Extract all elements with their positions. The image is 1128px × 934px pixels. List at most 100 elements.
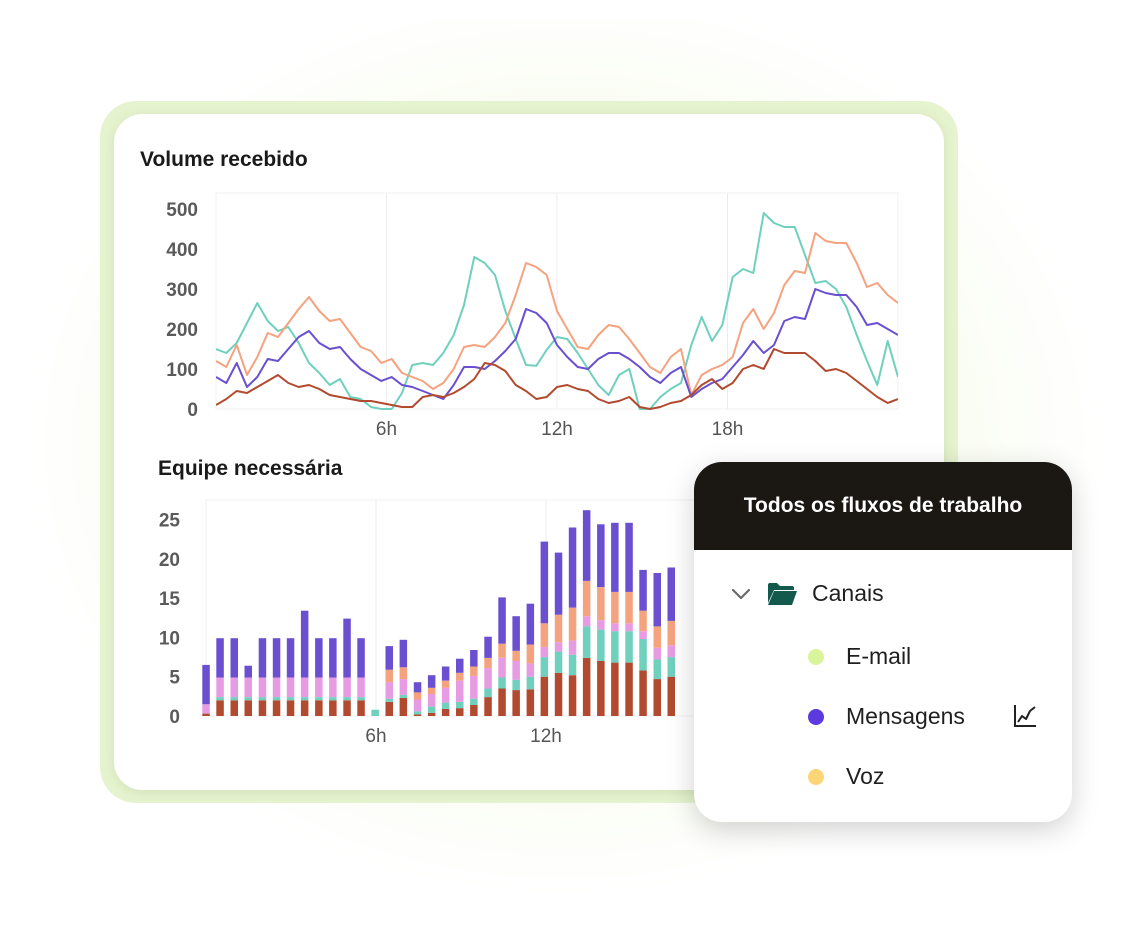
bar-segment-rust (413, 714, 422, 716)
tree-item-voz[interactable]: Voz (808, 763, 884, 790)
bar-segment-salmon (512, 650, 520, 661)
bar-segment-pink (512, 661, 520, 680)
bar-segment-teal (385, 698, 393, 702)
tree-item-mensagens[interactable]: Mensagens (808, 703, 1038, 730)
series-line-rust (216, 348, 898, 410)
bar-segment-teal (371, 709, 379, 716)
bar-segment-pink (286, 677, 295, 698)
tree-item-label: Mensagens (846, 703, 965, 729)
bar-segment-pink (202, 704, 210, 714)
bar-segment-salmon (653, 626, 661, 648)
bar-segment-pink (582, 616, 591, 627)
bar-segment-rust (272, 700, 281, 716)
y-tick-label: 500 (166, 200, 198, 221)
bar-segment-purple (484, 636, 492, 658)
staff-bar-chart: 6h 12h 0 5 10 15 20 25 (159, 499, 720, 747)
bar-segment-salmon (385, 669, 393, 683)
bar-segment-teal (639, 639, 647, 671)
popup-header: Todos os fluxos de trabalho (694, 462, 1072, 550)
bar-segment-teal (329, 697, 337, 701)
bar-segment-pink (427, 694, 436, 707)
bar-segment-teal (484, 688, 492, 698)
bar-segment-pink (385, 682, 393, 699)
bar-segment-pink (625, 623, 633, 632)
bar-segment-pink (272, 677, 281, 698)
plot-area (205, 499, 720, 717)
bar-segment-pink (526, 663, 535, 677)
x-tick-label: 6h (376, 419, 397, 440)
bar-segment-teal (554, 651, 563, 673)
volume-chart-title: Volume recebido (140, 148, 308, 171)
bar-segment-rust (357, 700, 365, 716)
bar-segment-purple (399, 639, 408, 668)
bar-segment-pink (653, 647, 661, 660)
y-tick-label: 0 (187, 400, 198, 421)
bar-segment-pink (667, 645, 675, 658)
bar-segment-rust (244, 700, 252, 716)
tree-item-email[interactable]: E-mail (808, 643, 911, 670)
mensagens-color-dot (808, 708, 824, 725)
bar-segment-pink (456, 680, 464, 702)
tree-folder-canais[interactable]: Canais (730, 580, 884, 607)
tree-item-label: Voz (846, 763, 885, 789)
bar-segment-teal (258, 697, 267, 701)
x-tick-label: 12h (530, 726, 562, 747)
x-tick-label: 18h (712, 419, 744, 440)
bar-segment-rust (216, 700, 224, 716)
bar-segment-rust (667, 676, 675, 716)
bar-segment-purple (216, 638, 224, 678)
bar-segment-salmon (526, 644, 535, 664)
bar-segment-rust (498, 688, 506, 716)
bar-segment-purple (568, 527, 577, 608)
bar-segment-salmon (427, 687, 436, 694)
bar-segment-teal (653, 659, 661, 679)
y-tick-label: 200 (166, 320, 198, 341)
x-tick-label: 12h (541, 419, 573, 440)
bar-segment-salmon (498, 643, 506, 658)
chevron-down-icon[interactable] (730, 583, 752, 605)
email-color-dot (808, 648, 824, 665)
bar-segment-pink (484, 668, 492, 689)
bar-segment-purple (329, 638, 337, 678)
bar-segment-purple (300, 610, 309, 678)
bar-segment-pink (357, 677, 365, 698)
bar-segment-purple (512, 616, 520, 651)
bar-segment-pink (258, 677, 267, 698)
bar-segment-purple (625, 522, 633, 592)
bar-segment-teal (526, 676, 535, 690)
bar-segment-salmon (399, 667, 408, 680)
bar-segment-rust (470, 705, 478, 716)
bar-segment-teal (597, 629, 605, 661)
bar-segment-rust (441, 708, 450, 716)
bar-segment-teal (540, 657, 549, 677)
bar-segment-rust (427, 712, 436, 716)
series-line-purple (216, 288, 898, 400)
x-tick-label: 6h (365, 726, 386, 747)
bar-segment-salmon (611, 591, 619, 624)
bar-segment-salmon (554, 614, 563, 643)
bar-segment-rust (456, 708, 464, 716)
bar-segment-salmon (625, 591, 633, 624)
series-line-salmon (216, 232, 898, 396)
bar-segment-pink (540, 646, 549, 658)
bar-segment-rust (329, 700, 337, 716)
bar-segment-teal (568, 654, 577, 676)
bar-segment-purple (597, 524, 605, 588)
bar-segment-pink (611, 623, 619, 632)
bar-segment-purple (258, 638, 267, 678)
bar-segment-salmon (484, 657, 492, 669)
bar-segment-salmon (639, 610, 647, 632)
bar-segment-rust (258, 700, 267, 716)
bar-segment-rust (582, 657, 591, 716)
bar-segment-salmon (667, 621, 675, 646)
bar-segment-rust (597, 661, 605, 716)
workflow-popup: Todos os fluxos de trabalho Canais E-mai… (694, 462, 1072, 822)
y-tick-label: 0 (169, 707, 180, 728)
bar-segment-teal (582, 626, 591, 658)
trend-chart-icon[interactable] (1012, 703, 1038, 729)
bar-segment-rust (286, 700, 295, 716)
bar-segment-rust (611, 662, 619, 716)
bar-segment-teal (427, 706, 436, 713)
bar-segment-rust (568, 675, 577, 716)
y-tick-label: 400 (166, 240, 198, 261)
